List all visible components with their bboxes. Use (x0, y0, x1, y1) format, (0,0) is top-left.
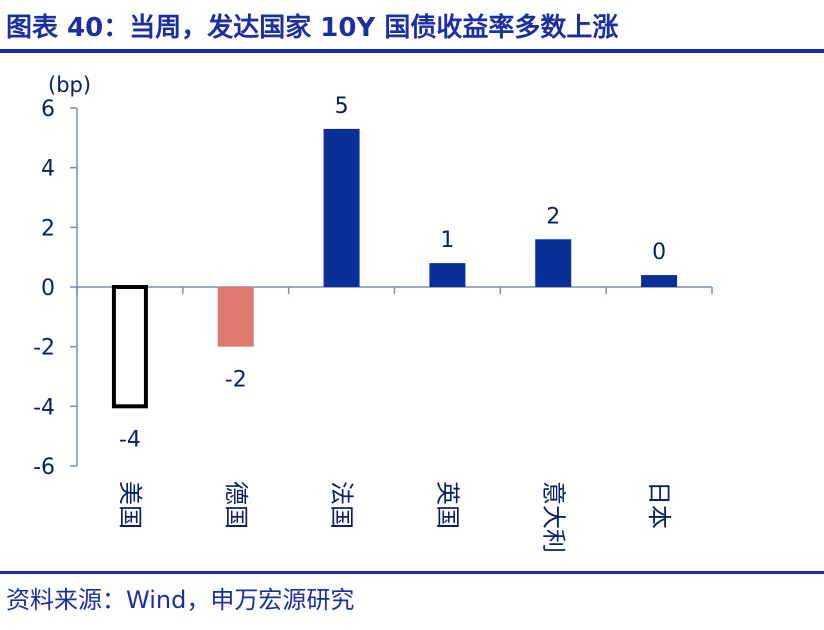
value-label: -2 (225, 368, 247, 393)
figure-title: 图表 40：当周，发达国家 10Y 国债收益率多数上涨 (6, 13, 619, 43)
value-labels: -4 -2 5 1 2 0 (119, 94, 666, 452)
category-label: 法国 (328, 481, 356, 529)
y-tick-label: -6 (33, 455, 55, 480)
category-label: 英国 (433, 481, 461, 529)
bar-1 (111, 285, 148, 409)
value-label: 5 (335, 94, 349, 119)
bar-3 (323, 128, 360, 287)
y-tick-label: 2 (41, 216, 55, 241)
category-label: 日本 (645, 481, 673, 529)
y-axis: 6 4 2 0 -2 -4 -6 (33, 97, 78, 480)
bar-4 (429, 263, 466, 287)
bar-chart: 6 4 2 0 -2 -4 -6 -4 -2 5 1 2 0 美国 德国 法国 英国 意大利 日本 (bp) (33, 73, 713, 553)
x-axis (76, 286, 713, 294)
bar-5 (535, 239, 572, 287)
category-labels: 美国 德国 法国 英国 意大利 日本 (116, 481, 673, 553)
y-tick-label: 6 (41, 97, 55, 122)
value-label: 0 (652, 240, 666, 265)
bars (111, 128, 678, 409)
category-label: 美国 (116, 481, 144, 529)
category-label: 意大利 (539, 481, 567, 553)
y-tick-label: -2 (33, 336, 55, 361)
y-tick-label: 0 (41, 276, 55, 301)
title-underline (0, 49, 824, 53)
bar-2 (217, 287, 254, 347)
category-label: 德国 (222, 481, 250, 529)
value-label: 1 (440, 228, 454, 253)
source-divider (0, 571, 824, 574)
value-label: -4 (119, 427, 141, 452)
y-unit-label: (bp) (48, 73, 91, 97)
bar-6 (641, 275, 678, 287)
y-tick-label: -4 (33, 395, 55, 420)
source-note: 资料来源：Wind，申万宏源研究 (6, 586, 355, 614)
value-label: 2 (546, 204, 560, 229)
y-tick-label: 4 (41, 157, 55, 182)
